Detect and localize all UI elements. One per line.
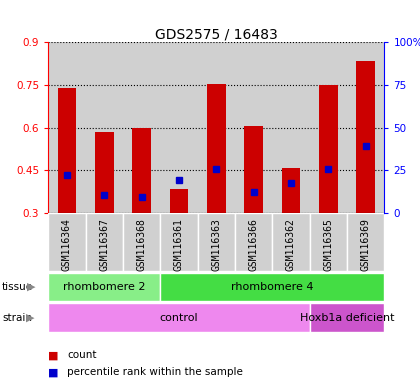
Bar xyxy=(235,42,272,213)
Text: ■: ■ xyxy=(48,367,59,377)
Bar xyxy=(160,42,198,213)
Bar xyxy=(244,126,263,213)
Bar xyxy=(310,303,384,332)
Bar xyxy=(160,213,198,271)
Bar xyxy=(272,213,310,271)
Bar xyxy=(207,84,226,213)
Bar xyxy=(86,213,123,271)
Text: ▶: ▶ xyxy=(27,282,36,292)
Text: rhombomere 2: rhombomere 2 xyxy=(63,282,146,292)
Bar xyxy=(198,42,235,213)
Text: GSM116367: GSM116367 xyxy=(99,218,109,271)
Bar xyxy=(123,213,160,271)
Text: GSM116361: GSM116361 xyxy=(174,218,184,271)
Text: GSM116365: GSM116365 xyxy=(323,218,333,271)
Bar xyxy=(235,213,272,271)
Text: GSM116363: GSM116363 xyxy=(211,218,221,271)
Bar xyxy=(310,42,347,213)
Bar xyxy=(347,42,384,213)
Bar xyxy=(48,303,310,332)
Text: tissue: tissue xyxy=(2,282,33,292)
Text: rhombomere 4: rhombomere 4 xyxy=(231,282,314,292)
Bar xyxy=(356,61,375,213)
Bar xyxy=(319,85,338,213)
Text: GSM116362: GSM116362 xyxy=(286,218,296,271)
Bar xyxy=(95,132,114,213)
Bar xyxy=(48,42,86,213)
Text: Hoxb1a deficient: Hoxb1a deficient xyxy=(300,313,394,323)
Bar xyxy=(347,213,384,271)
Bar xyxy=(86,42,123,213)
Bar xyxy=(58,88,76,213)
Bar xyxy=(123,42,160,213)
Bar xyxy=(272,42,310,213)
Bar xyxy=(170,189,188,213)
Text: GSM116364: GSM116364 xyxy=(62,218,72,271)
Text: control: control xyxy=(160,313,198,323)
Text: percentile rank within the sample: percentile rank within the sample xyxy=(67,367,243,377)
Bar xyxy=(160,273,384,301)
Bar xyxy=(132,127,151,213)
Text: count: count xyxy=(67,350,97,360)
Text: GSM116368: GSM116368 xyxy=(136,218,147,271)
Bar xyxy=(48,213,86,271)
Text: GSM116366: GSM116366 xyxy=(249,218,259,271)
Text: ▶: ▶ xyxy=(26,313,34,323)
Title: GDS2575 / 16483: GDS2575 / 16483 xyxy=(155,27,278,41)
Bar xyxy=(282,167,300,213)
Bar xyxy=(198,213,235,271)
Bar xyxy=(48,273,160,301)
Text: strain: strain xyxy=(2,313,32,323)
Text: ■: ■ xyxy=(48,350,59,360)
Bar xyxy=(310,213,347,271)
Text: GSM116369: GSM116369 xyxy=(361,218,370,271)
